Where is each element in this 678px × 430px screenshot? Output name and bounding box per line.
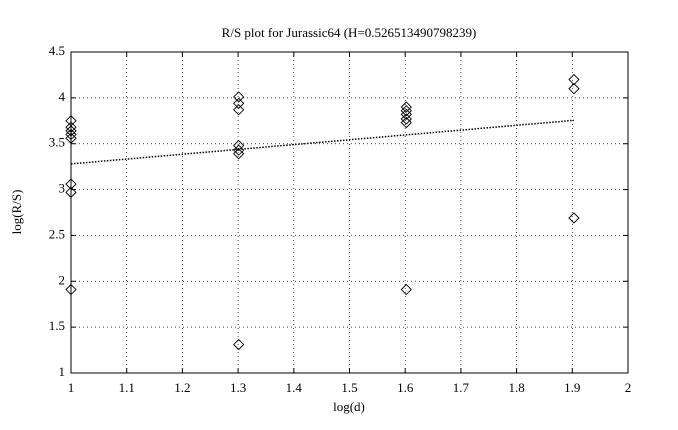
diamond-marker [568,73,580,86]
chart-title: R/S plot for Jurassic64 (H=0.52651349079… [222,25,477,40]
fit-line [70,119,575,165]
x-tick-label: 1.8 [508,380,524,395]
y-tick-label: 3.5 [49,135,65,150]
x-tick-label: 1.7 [453,380,470,395]
diamond-marker [65,125,77,137]
y-tick-label: 4 [59,89,66,104]
x-tick-label: 2 [625,380,632,395]
diamond-marker [65,121,77,133]
diamond-marker [233,139,245,152]
diamond-marker [65,132,77,144]
diamond-marker [400,116,412,129]
x-tick-label: 1 [68,380,75,395]
diamond-marker [568,212,580,224]
y-tick-label: 2 [59,272,66,287]
diamond-marker [400,108,412,121]
diamond-marker [400,283,412,296]
x-tick-label: 1.6 [397,380,414,395]
y-tick-label: 2.5 [49,226,65,241]
plot-frame [70,51,629,374]
x-tick-label: 1.5 [341,380,357,395]
diamond-marker [400,105,412,117]
diamond-marker [233,104,245,116]
x-axis-label: log(d) [333,399,365,414]
y-tick-label: 1.5 [49,318,65,333]
diamond-marker [65,186,77,198]
diamond-marker [65,128,77,141]
y-axis-label: log(R/S) [9,190,24,235]
x-tick-label: 1.3 [230,380,246,395]
y-tick-label: 3 [59,181,66,196]
diamond-marker [568,83,580,95]
y-tick-label: 1 [59,364,66,379]
diamond-marker [65,178,77,190]
diamond-marker [65,283,77,296]
x-tick-label: 1.9 [564,380,580,395]
diamond-marker [233,91,245,103]
x-tick-label: 1.4 [286,380,303,395]
diamond-marker [400,113,412,125]
x-tick-label: 1.1 [119,380,135,395]
diamond-marker [233,97,245,109]
x-tick-label: 1.2 [174,380,190,395]
y-tick-label: 4.5 [49,43,65,58]
diamond-marker [233,338,245,351]
diamond-marker [400,101,412,113]
diamond-marker [233,148,245,160]
